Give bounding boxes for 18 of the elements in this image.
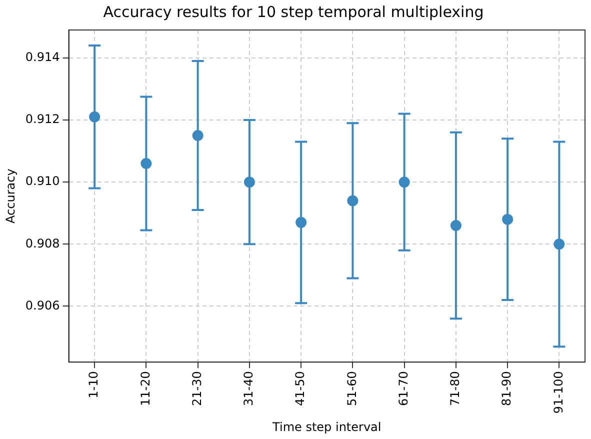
y-tick-label: 0.914 [25, 50, 60, 64]
x-tick-label: 1-10 [86, 371, 101, 398]
x-tick-label: 71-80 [448, 371, 462, 406]
x-tick-label: 41-50 [293, 371, 308, 406]
x-tick-label: 91-100 [551, 371, 566, 414]
y-tick-label: 0.912 [25, 112, 60, 126]
y-tick-label: 0.908 [25, 236, 60, 250]
y-axis-title: Accuracy [3, 168, 18, 224]
y-tick-label: 0.906 [25, 298, 60, 312]
x-tick-label: 11-20 [138, 371, 152, 406]
x-tick-label: 31-40 [242, 371, 256, 406]
x-tick-label: 21-30 [190, 371, 204, 406]
x-tick-label: 61-70 [396, 371, 410, 406]
x-tick-label: 51-60 [344, 371, 359, 406]
x-tick-label: 81-90 [500, 371, 514, 406]
x-axis-title: Time step interval [272, 420, 382, 434]
chart-title: Accuracy results for 10 step temporal multiplexing [103, 2, 484, 21]
y-tick-label: 0.910 [25, 174, 60, 188]
